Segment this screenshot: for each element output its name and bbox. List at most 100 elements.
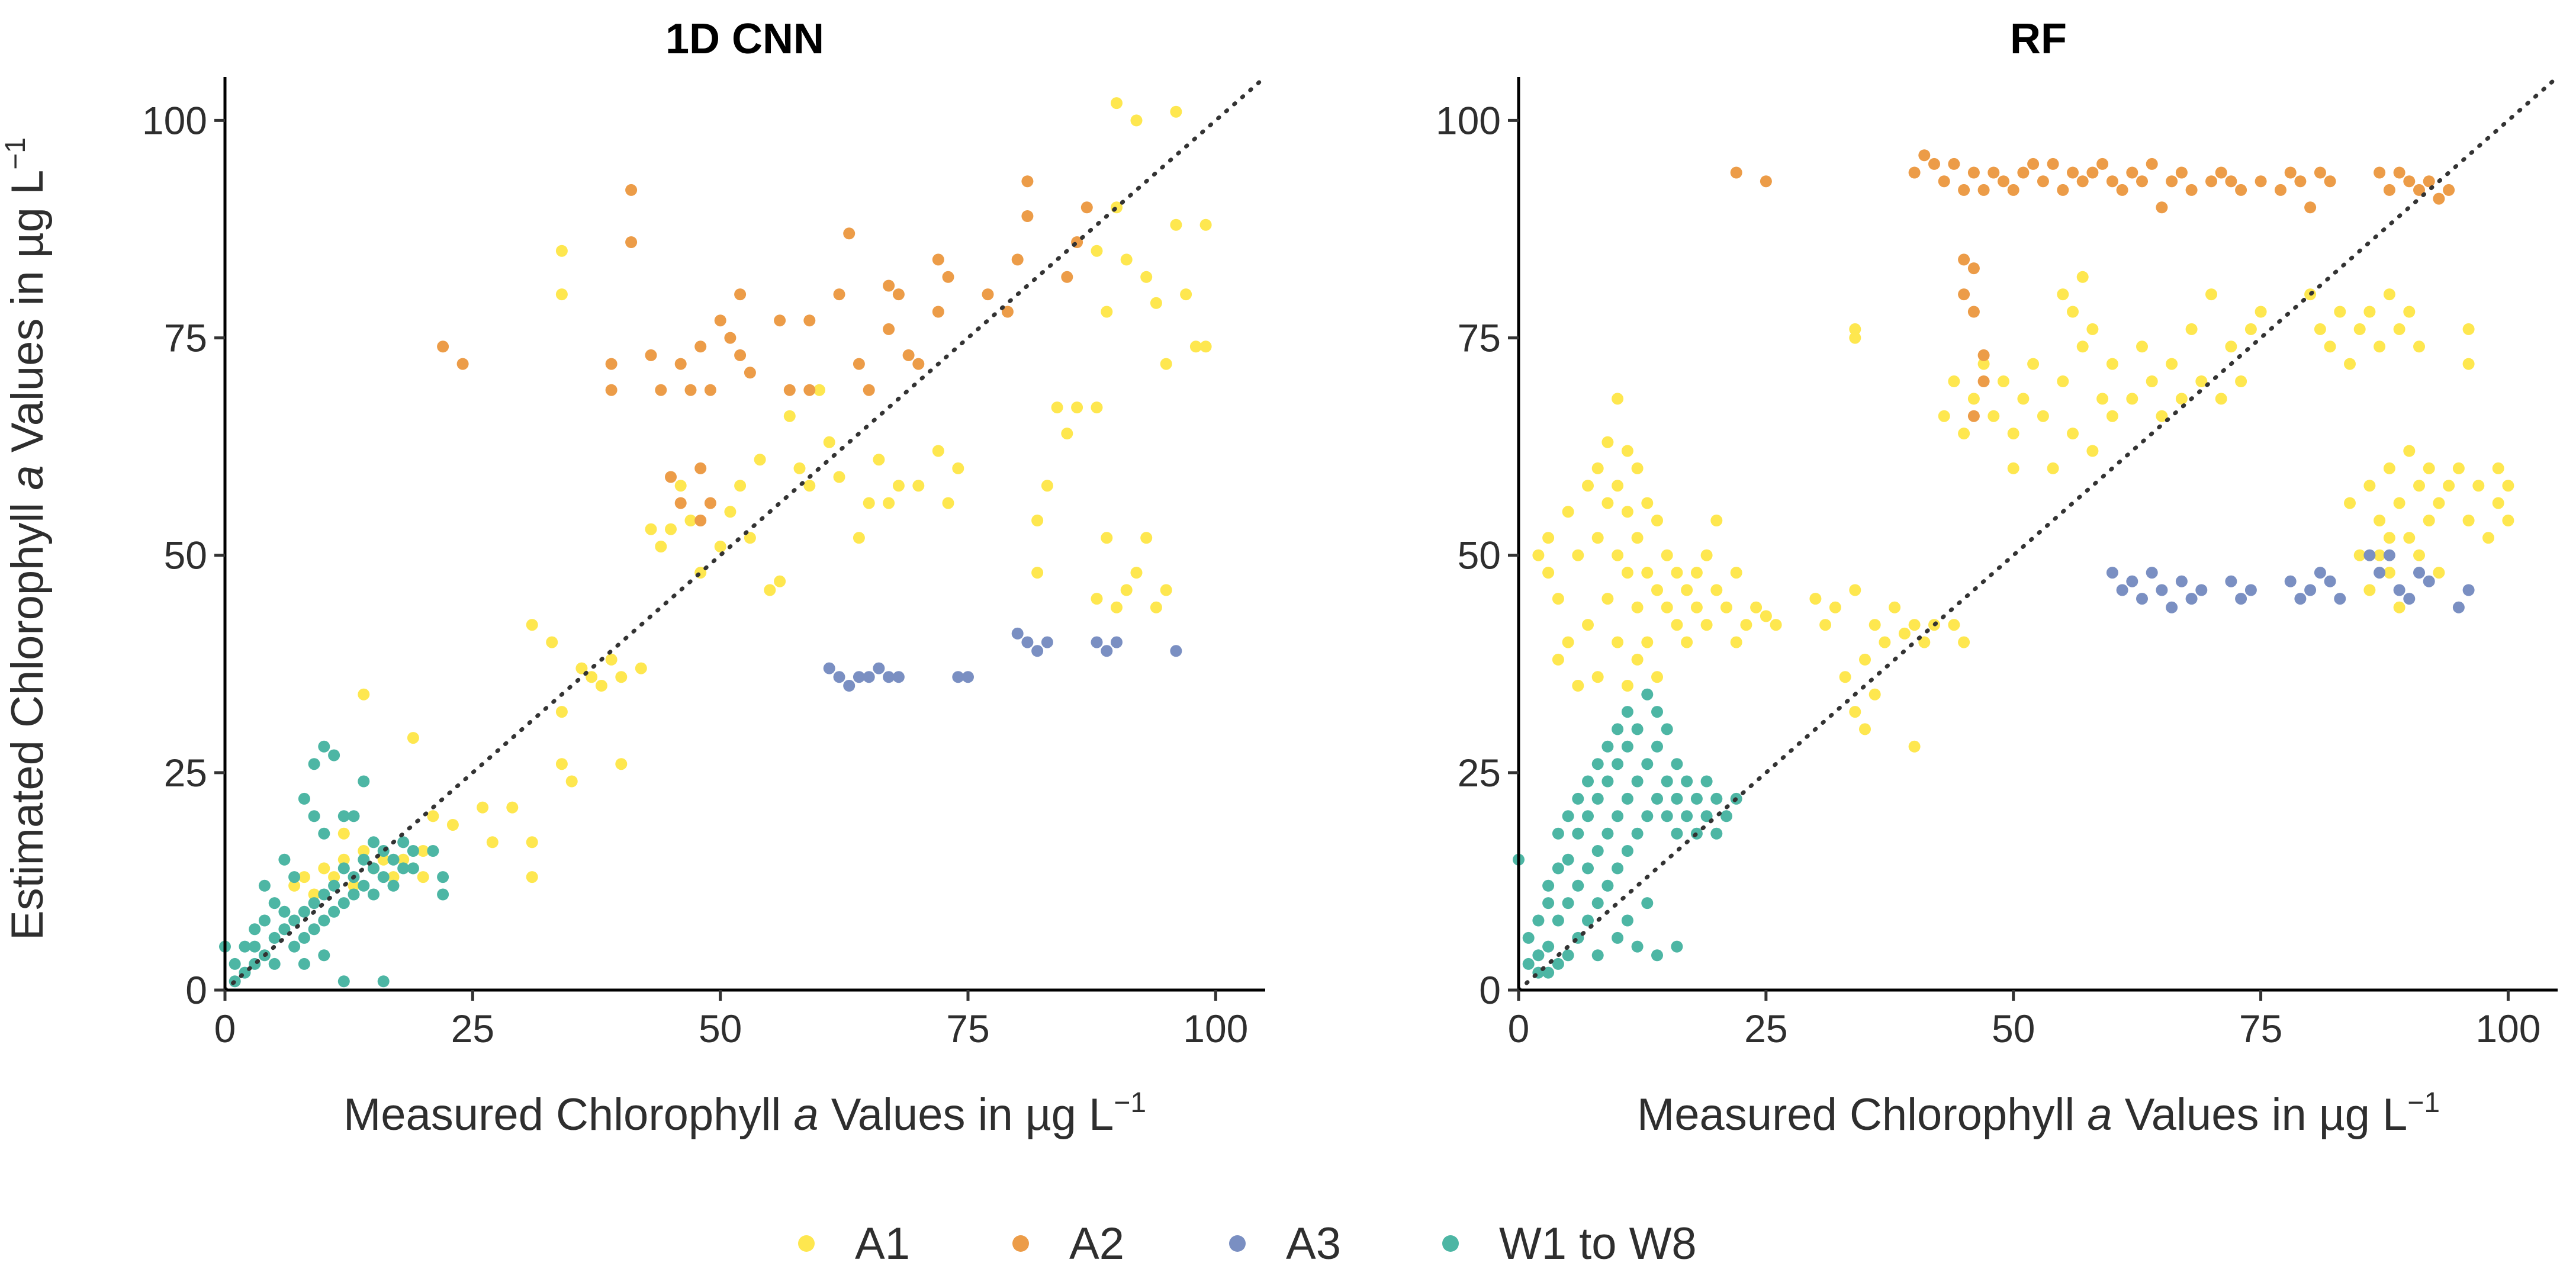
data-point bbox=[892, 288, 905, 301]
data-point bbox=[2393, 166, 2405, 179]
x-tick-label: 75 bbox=[2239, 1007, 2282, 1050]
data-point bbox=[2492, 462, 2504, 474]
data-point bbox=[1071, 401, 1083, 414]
data-point bbox=[1908, 740, 1921, 753]
data-point bbox=[2185, 593, 2198, 605]
data-point bbox=[377, 853, 390, 866]
data-point bbox=[1977, 358, 1990, 370]
data-point bbox=[2344, 358, 2356, 370]
y-tick-label: 0 bbox=[185, 968, 207, 1012]
data-point bbox=[358, 775, 370, 788]
data-point bbox=[278, 923, 291, 936]
data-point bbox=[2462, 323, 2475, 335]
data-point bbox=[1651, 792, 1663, 805]
data-point bbox=[298, 931, 310, 944]
data-point bbox=[1661, 810, 1673, 822]
data-point bbox=[229, 958, 241, 970]
data-point bbox=[2126, 575, 2138, 587]
data-point bbox=[1160, 358, 1172, 370]
data-point bbox=[2324, 175, 2336, 188]
data-point bbox=[892, 671, 905, 683]
data-point bbox=[655, 541, 667, 552]
data-point bbox=[1532, 949, 1545, 962]
legend-item-w1-to-w8: W1 to W8 bbox=[1442, 1219, 1697, 1269]
data-point bbox=[1641, 897, 1654, 910]
y-tick-label: 50 bbox=[164, 534, 207, 577]
data-point bbox=[1948, 375, 1960, 387]
data-point bbox=[1562, 897, 1574, 910]
data-point bbox=[258, 879, 271, 892]
data-point bbox=[1720, 810, 1732, 822]
data-point bbox=[1661, 549, 1673, 561]
data-point bbox=[1522, 958, 1535, 970]
data-point bbox=[348, 888, 360, 901]
data-point bbox=[377, 871, 390, 883]
data-point bbox=[337, 975, 350, 988]
data-point bbox=[1582, 775, 1594, 788]
data-point bbox=[1582, 480, 1594, 492]
data-point bbox=[1021, 636, 1034, 648]
data-point bbox=[2472, 480, 2485, 492]
data-point bbox=[645, 349, 657, 361]
data-point bbox=[1958, 184, 1970, 196]
x-axis-label: Measured Chlorophyll a Values in µg L−1 bbox=[1637, 1087, 2440, 1140]
data-point bbox=[1998, 175, 2009, 188]
data-point bbox=[1760, 610, 1772, 622]
legend-swatch bbox=[1442, 1235, 1459, 1252]
y-tick-label: 25 bbox=[164, 751, 207, 795]
data-point bbox=[337, 853, 350, 866]
x-tick-label: 25 bbox=[451, 1007, 494, 1050]
data-point bbox=[724, 506, 737, 518]
data-point bbox=[1041, 636, 1053, 648]
data-point bbox=[2175, 166, 2188, 179]
data-point bbox=[368, 862, 380, 875]
data-point bbox=[1710, 792, 1723, 805]
data-point bbox=[1621, 506, 1633, 518]
data-point bbox=[397, 836, 410, 849]
data-point bbox=[1977, 375, 1990, 387]
data-point bbox=[2403, 593, 2416, 605]
legend-label: A1 bbox=[855, 1219, 910, 1269]
data-point bbox=[1681, 775, 1693, 788]
data-point bbox=[318, 862, 330, 875]
data-point bbox=[892, 480, 905, 492]
data-point bbox=[1869, 619, 1881, 631]
x-tick-label: 100 bbox=[2475, 1007, 2540, 1050]
data-point bbox=[2452, 601, 2465, 613]
data-point bbox=[486, 836, 499, 849]
data-point bbox=[1532, 914, 1545, 927]
data-point bbox=[318, 827, 330, 840]
data-point bbox=[427, 810, 439, 822]
data-point bbox=[2383, 184, 2395, 196]
data-point bbox=[1651, 740, 1663, 753]
data-point bbox=[1967, 306, 1980, 318]
data-point bbox=[1591, 792, 1604, 805]
data-point bbox=[2423, 575, 2435, 587]
data-point bbox=[2126, 166, 2138, 179]
data-point bbox=[2047, 158, 2059, 170]
data-point bbox=[1908, 619, 1921, 631]
data-point bbox=[2284, 575, 2297, 587]
data-point bbox=[912, 358, 925, 370]
data-point bbox=[2413, 480, 2425, 492]
data-point bbox=[2433, 192, 2445, 205]
data-point bbox=[2007, 428, 2019, 440]
y-tick-label: 0 bbox=[1479, 968, 1501, 1012]
data-point bbox=[1700, 619, 1713, 631]
data-point bbox=[1011, 253, 1024, 266]
data-point bbox=[437, 871, 449, 883]
data-point bbox=[2047, 462, 2059, 474]
data-point bbox=[288, 879, 301, 892]
data-point bbox=[684, 384, 697, 396]
data-point bbox=[1021, 175, 1034, 188]
data-point bbox=[1140, 271, 1153, 283]
data-point bbox=[1021, 210, 1034, 222]
data-point bbox=[694, 515, 707, 526]
data-point bbox=[358, 879, 370, 892]
data-point bbox=[2393, 584, 2405, 596]
data-point bbox=[694, 340, 707, 353]
data-point bbox=[1631, 601, 1644, 613]
data-point bbox=[1591, 671, 1604, 683]
data-point bbox=[1958, 428, 1970, 440]
data-point bbox=[2136, 175, 2148, 188]
